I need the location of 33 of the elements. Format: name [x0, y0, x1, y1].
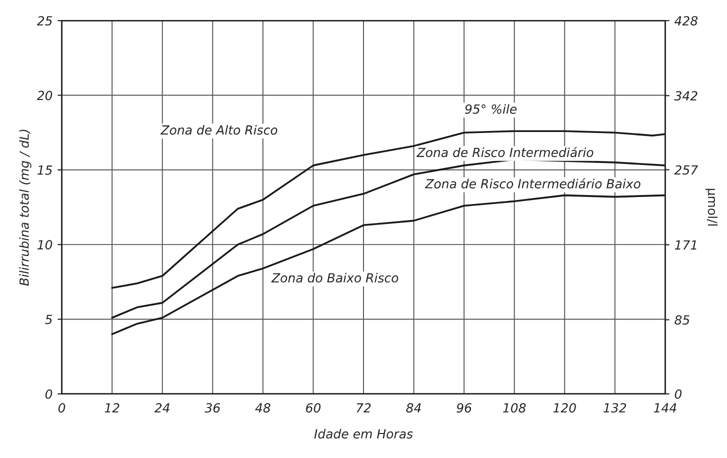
y2-tick-label: 342: [674, 91, 698, 101]
y-tick-label: 15: [37, 166, 52, 175]
x-tick-label: 108: [503, 403, 526, 413]
y-axis-title: Bilirrubina total (mg / dL): [19, 130, 32, 286]
x-tick-label: 132: [604, 403, 626, 413]
x-tick-label: 96: [456, 403, 472, 413]
y-tick-label: 20: [36, 90, 52, 100]
x-tick-label: 72: [356, 403, 371, 412]
x-tick-label: 84: [406, 403, 421, 413]
x-tick-label: 0: [58, 403, 66, 413]
x-axis-title: Idade em Horas: [314, 428, 413, 439]
y-tick-label: 0: [45, 389, 52, 399]
y2-axis-title: µmol/l: [705, 188, 718, 226]
x-tick-label: 60: [306, 403, 321, 413]
x-tick-label: 120: [553, 403, 576, 413]
annotation: Zona de Alto Risco: [160, 125, 278, 135]
x-tick-label: 24: [154, 403, 170, 412]
annotation: Zona do Baixo Risco: [271, 272, 398, 283]
annotation: Zona de Risco Intermediário Baixo: [424, 178, 640, 188]
y2-tick-label: 428: [674, 16, 698, 26]
annotation: Zona de Risco Intermediário: [416, 146, 594, 158]
x-tick-label: 36: [204, 403, 220, 413]
y-tick-label: 5: [45, 314, 52, 324]
y-tick-label: 25: [36, 16, 52, 26]
y2-tick-label: 85: [674, 315, 690, 325]
y2-tick-label: 171: [674, 240, 696, 250]
annotation: 95° %ile: [465, 104, 517, 114]
y2-tick-label: 257: [674, 165, 698, 175]
y-tick-label: 10: [37, 240, 52, 250]
x-tick-label: 48: [255, 403, 270, 413]
y2-tick-label: 0: [674, 389, 682, 399]
x-tick-label: 12: [104, 403, 120, 412]
x-tick-label: 144: [654, 403, 676, 412]
